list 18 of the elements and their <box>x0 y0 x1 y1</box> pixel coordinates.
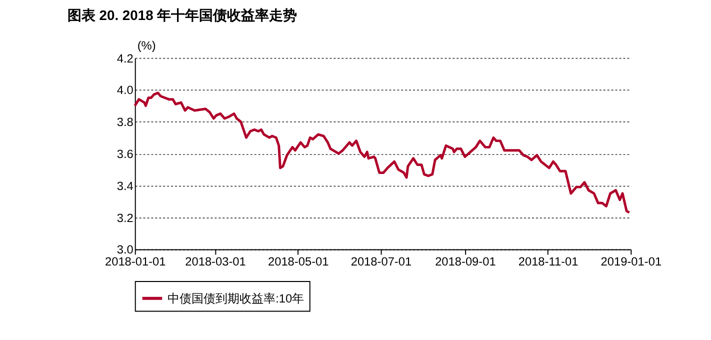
x-tick-label: 2018-07-01 <box>350 254 412 269</box>
x-tick-label: 2019-01-01 <box>600 254 662 269</box>
y-tick-label: 3.6 <box>116 147 134 162</box>
y-tick-label: 3.4 <box>116 178 134 193</box>
x-tick-label: 2018-09-01 <box>435 254 496 269</box>
y-tick-label: 3.2 <box>116 210 134 225</box>
chart-title: 图表 20. 2018 年十年国债收益率走势 <box>67 7 298 24</box>
legend-label: 中债国债到期收益率:10年 <box>168 291 304 306</box>
x-tick-label: 2018-11-01 <box>518 254 579 269</box>
y-tick-label: 3.0 <box>116 242 134 257</box>
y-tick-label: 4.0 <box>116 83 134 98</box>
y-tick-label: 4.2 <box>116 51 134 66</box>
x-tick-label: 2018-03-01 <box>185 254 246 269</box>
x-tick-label: 2018-01-01 <box>104 254 166 269</box>
x-tick-label: 2018-05-01 <box>268 254 330 269</box>
y-tick-label: 3.8 <box>116 115 134 130</box>
y-axis-title: (%) <box>137 38 156 52</box>
line-series <box>134 92 631 214</box>
